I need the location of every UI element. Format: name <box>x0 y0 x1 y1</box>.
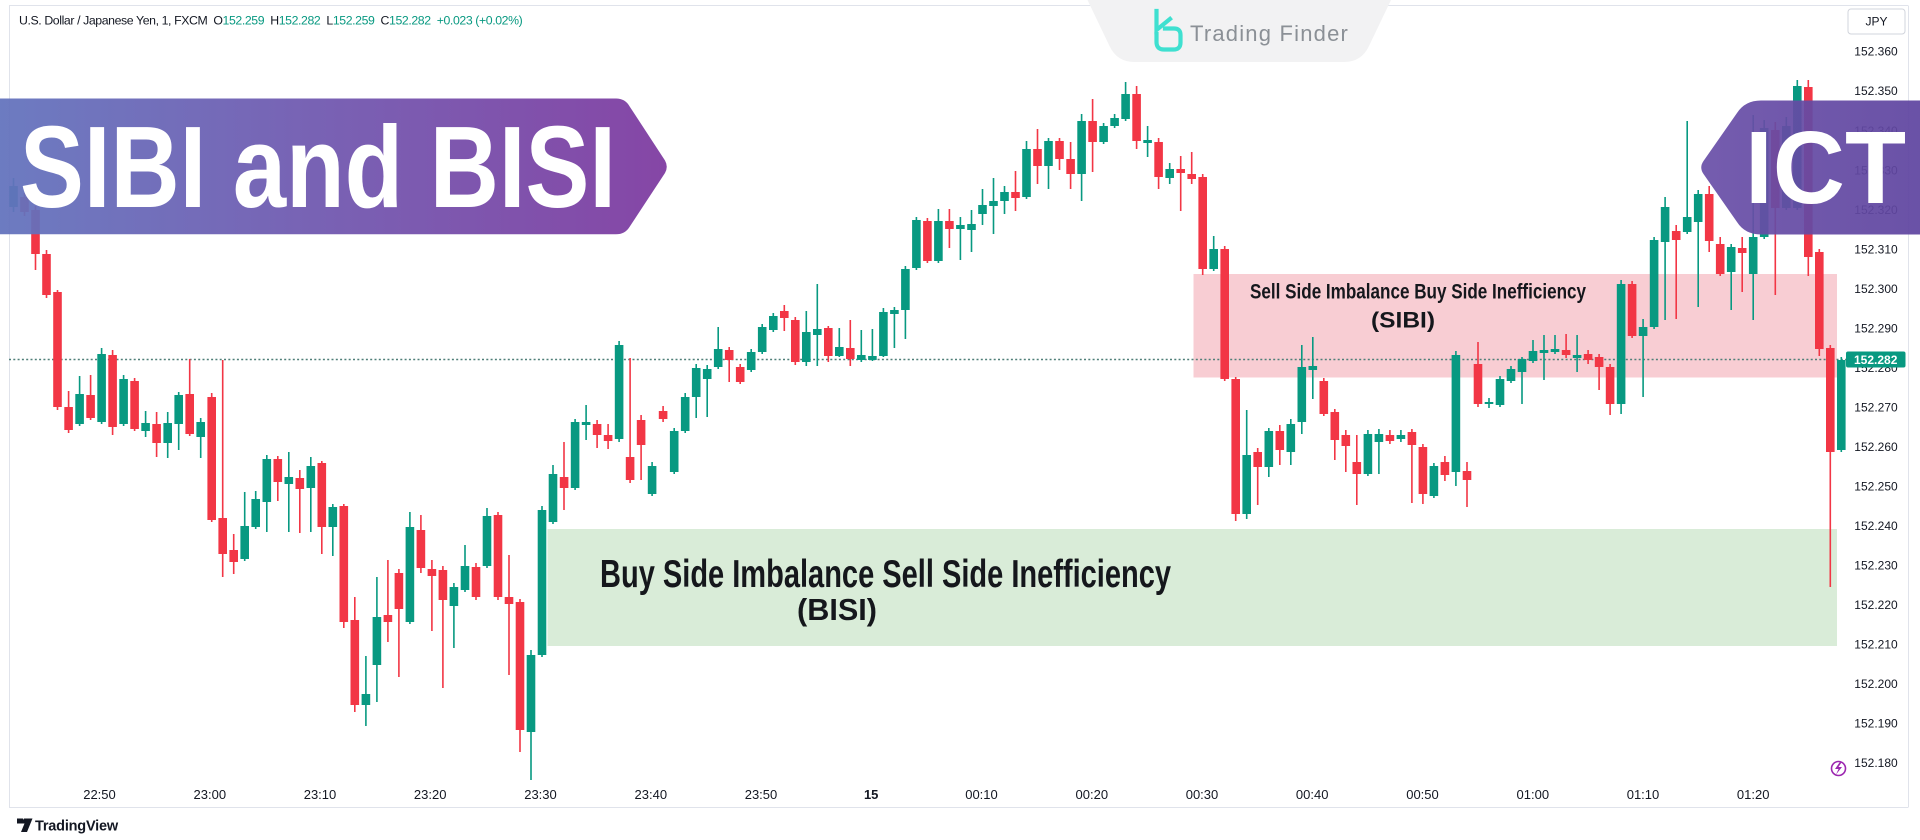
svg-text:152.220: 152.220 <box>1854 598 1898 612</box>
svg-text:U.S. Dollar / Japanese Yen, 1,: U.S. Dollar / Japanese Yen, 1, FXCM O152… <box>19 14 523 28</box>
svg-text:152.260: 152.260 <box>1854 440 1898 454</box>
svg-text:152.282: 152.282 <box>1854 353 1898 367</box>
svg-text:23:50: 23:50 <box>745 787 778 802</box>
svg-text:00:20: 00:20 <box>1076 787 1109 802</box>
svg-text:152.230: 152.230 <box>1854 559 1898 573</box>
svg-text:01:00: 01:00 <box>1517 787 1550 802</box>
svg-text:SIBI and BISI: SIBI and BISI <box>20 102 616 232</box>
svg-text:22:50: 22:50 <box>83 787 116 802</box>
svg-text:152.250: 152.250 <box>1854 480 1898 494</box>
svg-text:23:00: 23:00 <box>194 787 227 802</box>
svg-text:15: 15 <box>864 787 878 802</box>
svg-text:152.190: 152.190 <box>1854 717 1898 731</box>
svg-text:152.350: 152.350 <box>1854 84 1898 98</box>
svg-text:01:20: 01:20 <box>1737 787 1770 802</box>
svg-text:01:10: 01:10 <box>1627 787 1660 802</box>
svg-text:152.310: 152.310 <box>1854 242 1898 256</box>
svg-text:TradingView: TradingView <box>35 819 119 835</box>
svg-text:00:30: 00:30 <box>1186 787 1219 802</box>
svg-text:152.200: 152.200 <box>1854 677 1898 691</box>
svg-text:Buy Side Imbalance Sell Side I: Buy Side Imbalance Sell Side Inefficienc… <box>600 553 1171 596</box>
svg-text:Sell Side Imbalance Buy Side I: Sell Side Imbalance Buy Side Inefficienc… <box>1250 280 1586 303</box>
svg-text:152.300: 152.300 <box>1854 282 1898 296</box>
svg-text:152.290: 152.290 <box>1854 321 1898 335</box>
svg-text:00:10: 00:10 <box>965 787 998 802</box>
svg-text:152.360: 152.360 <box>1854 45 1898 59</box>
svg-text:23:10: 23:10 <box>304 787 337 802</box>
svg-text:152.210: 152.210 <box>1854 638 1898 652</box>
svg-text:00:50: 00:50 <box>1406 787 1439 802</box>
svg-text:23:40: 23:40 <box>635 787 668 802</box>
svg-text:152.270: 152.270 <box>1854 401 1898 415</box>
svg-text:152.240: 152.240 <box>1854 519 1898 533</box>
svg-text:23:30: 23:30 <box>524 787 557 802</box>
svg-text:JPY: JPY <box>1865 15 1887 29</box>
svg-text:152.180: 152.180 <box>1854 756 1898 770</box>
svg-text:ICT: ICT <box>1745 110 1906 225</box>
svg-text:00:40: 00:40 <box>1296 787 1329 802</box>
svg-text:Trading Finder: Trading Finder <box>1190 21 1349 46</box>
svg-text:23:20: 23:20 <box>414 787 447 802</box>
svg-text:(SIBI): (SIBI) <box>1371 308 1435 333</box>
svg-text:(BISI): (BISI) <box>797 592 877 627</box>
